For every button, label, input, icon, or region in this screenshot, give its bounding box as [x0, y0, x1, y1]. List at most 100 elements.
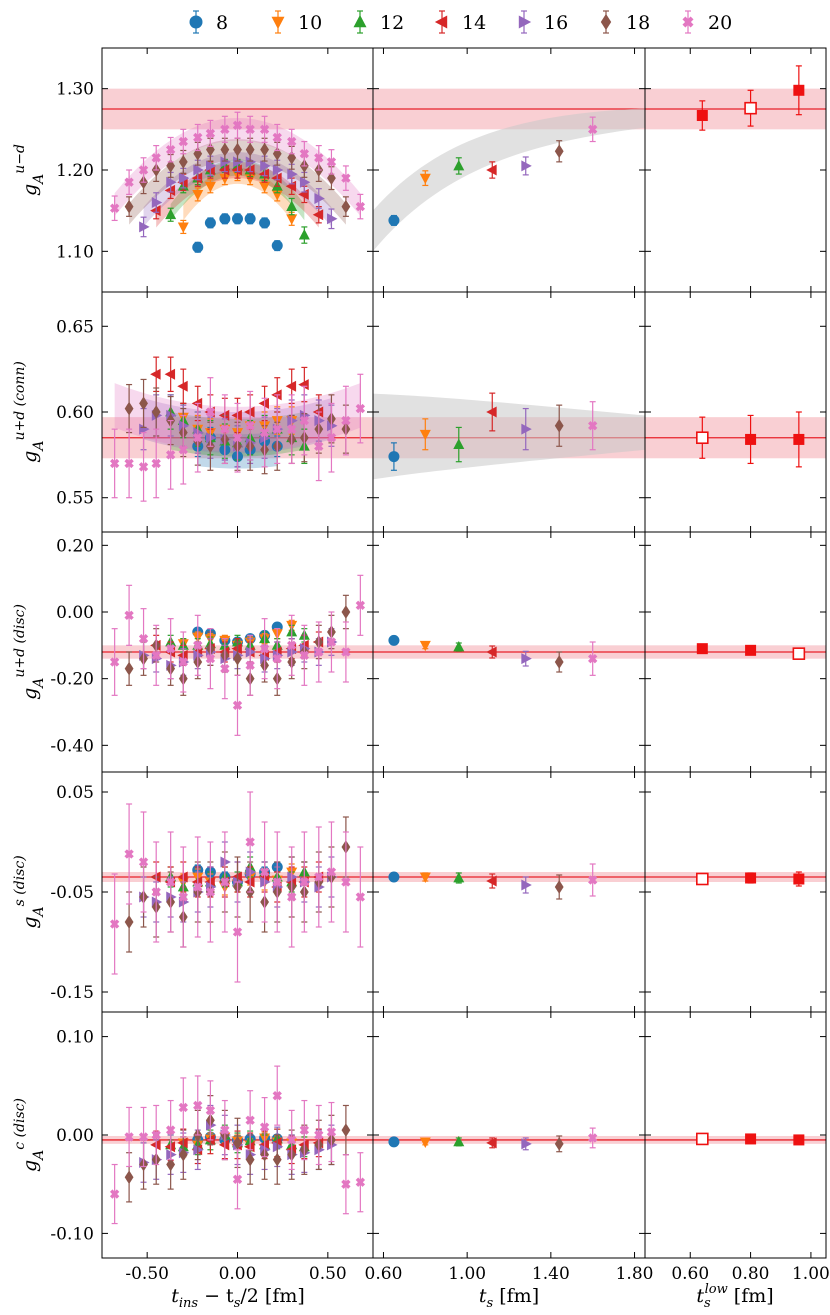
y-label-sub: A	[31, 678, 47, 690]
point-18	[260, 142, 269, 157]
filled-square-marker	[793, 873, 805, 885]
point-20	[299, 415, 310, 426]
open-square-marker	[792, 647, 806, 660]
point-14	[231, 871, 242, 883]
point-18	[245, 1152, 255, 1167]
point-20	[341, 415, 351, 426]
point-14	[486, 406, 497, 418]
y-label-sup: u+d (conn)	[12, 361, 28, 440]
point-12	[453, 1135, 465, 1147]
point-10	[419, 640, 431, 652]
y-label-main: g	[19, 916, 41, 928]
point-12	[286, 200, 298, 211]
point-20	[326, 157, 337, 167]
legend-label-14: 14	[462, 12, 486, 34]
point-18	[272, 1152, 282, 1167]
point-20	[205, 1105, 216, 1116]
panel-5-mid	[372, 1011, 646, 1259]
point-20	[287, 640, 297, 651]
point-14	[312, 209, 324, 221]
legend-label-16: 16	[544, 12, 568, 34]
point-14	[231, 643, 242, 655]
point-20	[259, 124, 270, 135]
point-18	[124, 199, 134, 214]
point-14	[191, 172, 203, 184]
y-tick-label: -0.20	[50, 670, 94, 690]
point-18	[554, 880, 564, 894]
x-label-t: t	[171, 1285, 179, 1307]
y-tick-label: 1.30	[56, 80, 94, 100]
y-label-sup: s (disc)	[12, 855, 28, 906]
point-8	[259, 217, 271, 229]
point-20	[165, 643, 176, 654]
point-20	[232, 433, 243, 443]
panel-5-right	[644, 1011, 827, 1259]
y-tick-label: 0.55	[56, 489, 94, 509]
y-label-sup: u+d (disc)	[12, 604, 28, 678]
point-12	[453, 438, 465, 449]
point-16	[206, 160, 217, 172]
x-label-tail: /2 [fm]	[240, 1285, 304, 1307]
point-20	[220, 877, 230, 887]
x-axis-label-left: tins − ts/2 [fm]	[171, 1285, 305, 1311]
y-label-main: g	[19, 184, 41, 196]
legend-marker-8	[189, 15, 203, 29]
point-8	[232, 213, 243, 225]
point-20	[124, 177, 134, 187]
point-16	[521, 160, 532, 172]
filled-square-marker	[793, 433, 805, 445]
point-18	[124, 1170, 134, 1185]
point-14	[486, 164, 497, 176]
panel-1-right	[644, 47, 827, 293]
y-label-sub: A	[31, 1150, 47, 1162]
point-20	[205, 887, 216, 897]
legend-marker-12	[353, 14, 367, 28]
point-20	[355, 403, 366, 414]
point-20	[341, 173, 351, 183]
point-18	[166, 1157, 176, 1172]
point-20	[299, 650, 310, 661]
filled-square-marker	[745, 433, 757, 445]
x-label-tail: [fm]	[728, 1285, 774, 1307]
series-20	[109, 791, 366, 983]
point-18	[124, 661, 134, 676]
point-18	[233, 142, 242, 157]
point-16	[245, 646, 257, 658]
point-14	[177, 380, 188, 392]
filled-square-marker	[745, 872, 757, 884]
point-20	[178, 1102, 188, 1113]
point-14	[164, 184, 176, 196]
point-20	[287, 1135, 297, 1145]
point-16	[314, 192, 325, 204]
point-20	[259, 427, 270, 438]
y-label-main: g	[19, 688, 41, 700]
legend-marker-16	[518, 15, 532, 29]
open-square-marker	[696, 872, 709, 886]
point-20	[355, 600, 366, 611]
series-8	[192, 213, 283, 253]
point-8	[388, 634, 400, 646]
point-20	[178, 136, 188, 147]
point-16	[245, 156, 257, 168]
point-14	[298, 379, 309, 391]
x-axis-label-mid: ts [fm]	[479, 1285, 539, 1311]
point-14	[150, 368, 161, 380]
point-20	[109, 203, 120, 213]
point-20	[124, 1132, 134, 1142]
point-10	[219, 173, 231, 185]
point-20	[314, 1130, 324, 1140]
point-18	[341, 1123, 351, 1137]
point-20	[326, 433, 337, 443]
y-tick-label: 0.00	[56, 603, 94, 623]
point-14	[150, 205, 161, 217]
point-8	[388, 451, 400, 463]
y-tick-label: -0.05	[50, 883, 94, 903]
fit-band-16	[143, 152, 332, 227]
point-14	[231, 409, 242, 421]
panel-5-left	[101, 1011, 374, 1259]
point-16	[193, 164, 204, 176]
point-20	[138, 462, 149, 472]
point-20	[245, 421, 255, 431]
point-20	[232, 700, 243, 711]
panel-2-mid	[372, 291, 646, 533]
